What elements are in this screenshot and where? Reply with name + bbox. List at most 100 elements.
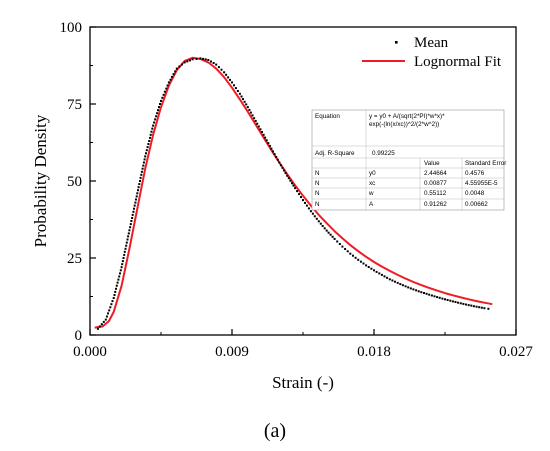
mean-point	[321, 225, 324, 227]
mean-point	[111, 300, 114, 303]
mean-point	[462, 302, 465, 305]
mean-point	[349, 252, 352, 255]
mean-point	[109, 306, 112, 309]
mean-point	[145, 152, 147, 155]
mean-point	[268, 144, 271, 147]
mean-point	[156, 112, 159, 115]
mean-point	[107, 312, 109, 315]
mean-point	[251, 114, 254, 117]
mean-point	[140, 170, 143, 173]
mean-point	[121, 260, 124, 263]
fit-table-header-error: Standard Error	[465, 160, 506, 167]
mean-point	[286, 174, 289, 177]
mean-point	[119, 269, 122, 272]
mean-point	[467, 304, 470, 307]
fit-table-row-error: 0.0048	[465, 190, 485, 197]
x-tick-label: 0.000	[73, 344, 107, 360]
mean-point	[125, 244, 128, 247]
mean-point	[430, 294, 433, 297]
mean-point	[150, 130, 153, 133]
mean-point	[475, 305, 478, 308]
mean-point	[183, 61, 186, 64]
mean-point	[380, 273, 383, 276]
mean-point	[240, 95, 243, 98]
mean-point	[436, 296, 439, 299]
mean-point	[118, 275, 121, 278]
mean-point	[415, 289, 418, 292]
mean-point	[195, 57, 198, 60]
mean-point	[472, 305, 475, 308]
mean-point	[165, 87, 168, 90]
mean-point	[294, 187, 297, 190]
mean-point	[129, 223, 132, 226]
mean-point	[227, 76, 230, 79]
mean-point	[264, 136, 267, 139]
mean-point	[367, 266, 370, 268]
mean-point	[231, 81, 233, 84]
fit-table-row-n: N	[315, 190, 320, 197]
mean-point	[122, 257, 125, 259]
mean-point	[199, 57, 202, 60]
series-mean-points	[96, 57, 490, 330]
mean-point	[425, 292, 428, 295]
mean-point	[104, 318, 107, 321]
mean-point	[116, 281, 119, 284]
x-tick-label: 0.018	[357, 344, 391, 360]
mean-point	[171, 75, 173, 78]
mean-point	[454, 301, 457, 303]
mean-point	[155, 115, 158, 118]
mean-point	[100, 323, 103, 326]
mean-point	[117, 278, 120, 281]
mean-point	[457, 301, 460, 304]
y-tick-label: 0	[75, 328, 83, 344]
mean-point	[267, 142, 270, 145]
mean-point	[446, 299, 449, 301]
mean-point	[273, 153, 276, 156]
mean-point	[341, 245, 344, 248]
mean-point	[141, 167, 144, 170]
mean-point	[327, 231, 330, 234]
fit-table-row-n: N	[315, 170, 320, 177]
mean-point	[242, 98, 244, 101]
mean-point	[135, 198, 137, 201]
mean-point	[272, 150, 274, 153]
mean-point	[161, 96, 164, 99]
mean-point	[449, 299, 452, 302]
mean-point	[275, 156, 278, 158]
mean-point	[202, 57, 205, 60]
mean-point	[151, 127, 154, 130]
mean-point	[409, 287, 412, 290]
mean-point	[248, 108, 251, 111]
fit-table-row-param: w	[368, 190, 374, 197]
mean-point	[346, 250, 349, 253]
mean-point	[352, 254, 354, 257]
mean-point	[132, 210, 135, 213]
mean-point	[147, 143, 150, 145]
mean-point	[399, 283, 402, 286]
mean-point	[307, 207, 310, 210]
mean-point	[298, 193, 301, 196]
mean-point	[354, 256, 357, 259]
mean-point	[186, 60, 189, 63]
mean-point	[158, 106, 160, 109]
fit-table-row-error: 0.00662	[465, 201, 488, 208]
mean-point	[336, 240, 339, 243]
mean-point	[338, 243, 341, 245]
mean-point	[396, 281, 399, 284]
mean-point	[359, 260, 362, 263]
mean-point	[188, 59, 191, 62]
mean-point	[420, 291, 423, 294]
mean-point	[157, 109, 159, 112]
series-layer	[94, 56, 493, 330]
mean-point	[407, 286, 410, 289]
fit-table-adjr-label: Adj. R-Square	[315, 150, 355, 157]
y-tick-label: 75	[67, 97, 82, 113]
mean-point	[357, 258, 360, 261]
figure-caption: (a)	[264, 420, 286, 442]
mean-point	[283, 169, 286, 172]
mean-point	[383, 275, 386, 278]
y-tick-label: 25	[67, 251, 82, 267]
mean-point	[178, 65, 181, 68]
mean-point	[142, 164, 145, 167]
